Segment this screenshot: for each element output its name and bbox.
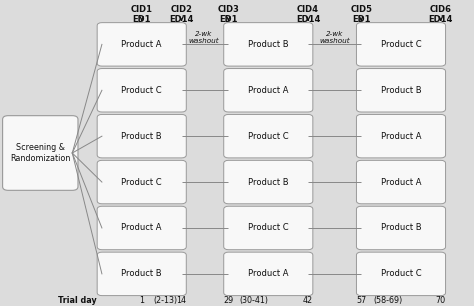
Text: 29: 29	[223, 296, 234, 305]
FancyBboxPatch shape	[224, 23, 313, 66]
Text: Product C: Product C	[121, 177, 162, 187]
Text: (58-69): (58-69)	[373, 296, 402, 305]
Text: Product A: Product A	[121, 223, 162, 233]
FancyBboxPatch shape	[224, 114, 313, 158]
Text: Product C: Product C	[381, 40, 421, 49]
Text: Product C: Product C	[121, 86, 162, 95]
Text: Product B: Product B	[381, 86, 421, 95]
FancyBboxPatch shape	[356, 69, 446, 112]
Text: Screening &
Randomization: Screening & Randomization	[10, 143, 71, 163]
Text: Trial day: Trial day	[58, 296, 97, 305]
FancyBboxPatch shape	[224, 69, 313, 112]
Text: Product C: Product C	[248, 223, 289, 233]
Text: Product A: Product A	[381, 177, 421, 187]
FancyBboxPatch shape	[224, 206, 313, 250]
FancyBboxPatch shape	[97, 160, 186, 204]
FancyBboxPatch shape	[97, 114, 186, 158]
FancyBboxPatch shape	[224, 252, 313, 296]
FancyBboxPatch shape	[224, 160, 313, 204]
Text: Product B: Product B	[121, 132, 162, 141]
FancyBboxPatch shape	[356, 252, 446, 296]
Text: Product A: Product A	[248, 86, 289, 95]
Text: CID5
ED1: CID5 ED1	[350, 5, 372, 24]
Text: Product B: Product B	[121, 269, 162, 278]
Text: Product B: Product B	[248, 40, 289, 49]
Text: CID2
ED14: CID2 ED14	[169, 5, 194, 24]
FancyBboxPatch shape	[356, 160, 446, 204]
FancyBboxPatch shape	[356, 23, 446, 66]
FancyBboxPatch shape	[97, 206, 186, 250]
FancyBboxPatch shape	[356, 114, 446, 158]
Text: 14: 14	[176, 296, 187, 305]
Text: 2-wk
washout: 2-wk washout	[189, 31, 219, 43]
FancyBboxPatch shape	[97, 252, 186, 296]
Text: CID4
ED14: CID4 ED14	[296, 5, 320, 24]
Text: 1: 1	[139, 296, 144, 305]
FancyBboxPatch shape	[356, 206, 446, 250]
Text: (30-41): (30-41)	[239, 296, 268, 305]
FancyBboxPatch shape	[97, 23, 186, 66]
Text: 70: 70	[436, 296, 446, 305]
Text: Product C: Product C	[248, 132, 289, 141]
Text: CID1
ED1: CID1 ED1	[131, 5, 153, 24]
Text: Product A: Product A	[248, 269, 289, 278]
Text: CID3
ED1: CID3 ED1	[218, 5, 239, 24]
Text: Product A: Product A	[121, 40, 162, 49]
Text: 57: 57	[356, 296, 366, 305]
FancyBboxPatch shape	[3, 116, 78, 190]
Text: Product A: Product A	[381, 132, 421, 141]
Text: Product B: Product B	[248, 177, 289, 187]
FancyBboxPatch shape	[97, 69, 186, 112]
Text: CID6
ED14: CID6 ED14	[428, 5, 453, 24]
Text: (2-13): (2-13)	[153, 296, 177, 305]
Text: Product B: Product B	[381, 223, 421, 233]
Text: 2-wk
washout: 2-wk washout	[319, 31, 350, 43]
Text: 42: 42	[303, 296, 313, 305]
Text: Product C: Product C	[381, 269, 421, 278]
